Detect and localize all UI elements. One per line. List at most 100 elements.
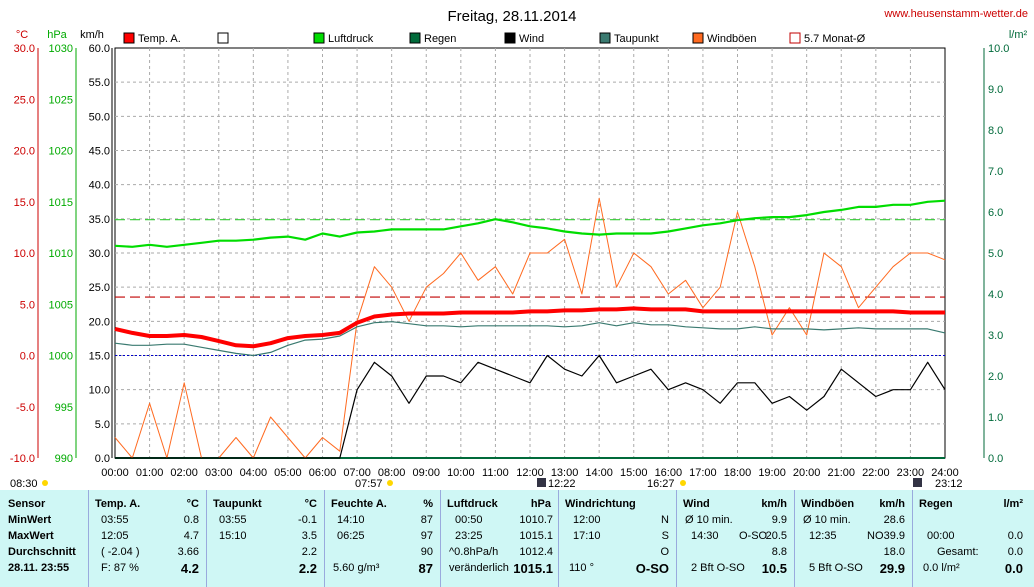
dir-avg: O	[660, 546, 669, 558]
legend-swatch	[123, 32, 135, 44]
series-line-wind	[115, 354, 946, 459]
hum-min-time: 14:10	[337, 514, 365, 526]
time-annotation: 07:57	[355, 478, 383, 490]
x-tick-label: 05:00	[274, 467, 302, 479]
noon-icon	[537, 478, 546, 487]
x-tick-label: 22:00	[862, 467, 890, 479]
temp-tick-label: 30.0	[14, 43, 35, 55]
pressure-tick-label: 1020	[49, 146, 73, 158]
rain-today: 0.0 l/m²	[923, 562, 960, 574]
dir-degrees: 110 °	[569, 562, 594, 574]
legend-label: Taupunkt	[614, 33, 659, 45]
rain-current: 0.0	[1004, 561, 1023, 576]
temp-tick-label: -10.0	[10, 453, 35, 465]
press-max: 1015.1	[519, 530, 553, 542]
dew-min-time: 03:55	[219, 514, 247, 526]
column-dewpoint: Taupunkt °C 03:55 -0.1 15:10 3.5 2.2 2.2	[206, 490, 325, 587]
legend-item: Luftdruck	[313, 32, 374, 45]
hum-max: 97	[420, 530, 433, 542]
column-pressure: Luftdruck hPa 00:50 1010.7 23:25 1015.1 …	[440, 490, 559, 587]
temp-head: Temp. A.	[95, 498, 141, 510]
x-tick-label: 20:00	[793, 467, 821, 479]
dir-max-time: 17:10	[573, 530, 601, 542]
rain-tick-label: 9.0	[988, 84, 1003, 96]
rain-tick-label: 10.0	[988, 43, 1009, 55]
press-min: 1010.7	[519, 514, 553, 526]
hum-min: 87	[420, 514, 433, 526]
column-wind: Wind km/h Ø 10 min. 9.9 14:30 O-SO 20.5 …	[676, 490, 795, 587]
pressure-tick-label: 1005	[49, 299, 73, 311]
rain-tick-label: 0.0	[988, 453, 1003, 465]
wind-head: Wind	[683, 498, 710, 510]
hum-head: Feuchte A.	[331, 498, 387, 510]
moon-icon	[913, 478, 922, 487]
column-humidity: Feuchte A. % 14:10 87 06:25 97 90 5.60 g…	[324, 490, 441, 587]
site-link[interactable]: www.heusenstamm-wetter.de	[883, 8, 1028, 20]
dir-min-time: 12:00	[573, 514, 601, 526]
temp-max-time: 12:05	[101, 530, 129, 542]
sun-icon	[42, 480, 48, 486]
time-annotation: 12:22	[548, 478, 576, 490]
wind-min: 9.9	[771, 514, 787, 526]
press-max-time: 23:25	[455, 530, 483, 542]
wind-max: 20.5	[765, 530, 787, 542]
temp-tick-label: 5.0	[20, 299, 35, 311]
rain-head: Regen	[919, 498, 953, 510]
wind-tick-label: 30.0	[89, 248, 110, 260]
row-label-avg: Durchschnitt	[8, 546, 76, 558]
gust-head: Windböen	[801, 498, 855, 510]
x-tick-label: 12:00	[516, 467, 544, 479]
wind-tick-label: 5.0	[95, 419, 110, 431]
legend-swatch	[789, 32, 801, 44]
series-line-windben	[114, 197, 946, 459]
gust-min-note: Ø 10 min.	[803, 514, 851, 526]
temp-current: 4.2	[180, 561, 199, 576]
gust-avg: 18.0	[883, 546, 905, 558]
x-tick-label: 02:00	[170, 467, 198, 479]
sunset-icon	[680, 480, 686, 486]
series-line-taupunkt	[114, 321, 946, 357]
pressure-tick-label: 1000	[49, 351, 73, 363]
rain-total-label: Gesamt:	[937, 546, 979, 558]
pressure-tick-label: 1010	[49, 248, 73, 260]
press-avg: 1012.4	[519, 546, 553, 558]
wind-tick-label: 55.0	[89, 77, 110, 89]
rain-max-time: 00:00	[927, 530, 955, 542]
series-line-luftdruck	[114, 199, 946, 248]
legend-swatch	[409, 32, 421, 44]
row-label-sensor: Sensor	[8, 498, 46, 510]
temp-min-time: 03:55	[101, 514, 129, 526]
rain-unit: l/m²	[1003, 498, 1023, 510]
gust-min: 28.6	[883, 514, 905, 526]
hum-unit: %	[423, 498, 433, 510]
dew-max: 3.5	[301, 530, 317, 542]
temp-min: 0.8	[183, 514, 199, 526]
wind-tick-label: 15.0	[89, 351, 110, 363]
legend-item: Windböen	[692, 32, 757, 45]
legend-swatch	[504, 32, 516, 44]
press-head: Luftdruck	[447, 498, 498, 510]
pressure-tick-label: 1030	[49, 43, 73, 55]
column-winddir: Windrichtung 12:00 N 17:10 S O 110 ° O-S…	[558, 490, 677, 587]
pressure-tick-label: 995	[55, 402, 73, 414]
wind-tick-label: 0.0	[95, 453, 110, 465]
dew-head: Taupunkt	[213, 498, 262, 510]
dir-head: Windrichtung	[565, 498, 636, 510]
legend-item: Wind	[504, 32, 544, 45]
column-temp: Temp. A. °C 03:55 0.8 12:05 4.7 ( -2.04 …	[88, 490, 207, 587]
x-tick-label: 00:00	[101, 467, 129, 479]
rain-tick-label: 7.0	[988, 166, 1003, 178]
row-label-max: MaxWert	[8, 530, 54, 542]
wind-tick-label: 60.0	[89, 43, 110, 55]
gust-beaufort: 5 Bft O-SO	[809, 562, 863, 574]
rain-max: 0.0	[1007, 530, 1023, 542]
column-rain: Regen l/m² 00:00 0.0 Gesamt: 0.0 0.0 l/m…	[912, 490, 1034, 587]
gust-unit: km/h	[879, 498, 905, 510]
press-min-time: 00:50	[455, 514, 483, 526]
press-unit: hPa	[530, 498, 551, 510]
wind-min-note: Ø 10 min.	[685, 514, 733, 526]
wind-tick-label: 35.0	[89, 214, 110, 226]
temp-avg: 3.66	[177, 546, 199, 558]
x-tick-label: 23:00	[897, 467, 925, 479]
x-axis-ticks: 00:00 01:00 02:00 03:00 04:00 05:00 06:00 07:00…	[101, 467, 959, 479]
